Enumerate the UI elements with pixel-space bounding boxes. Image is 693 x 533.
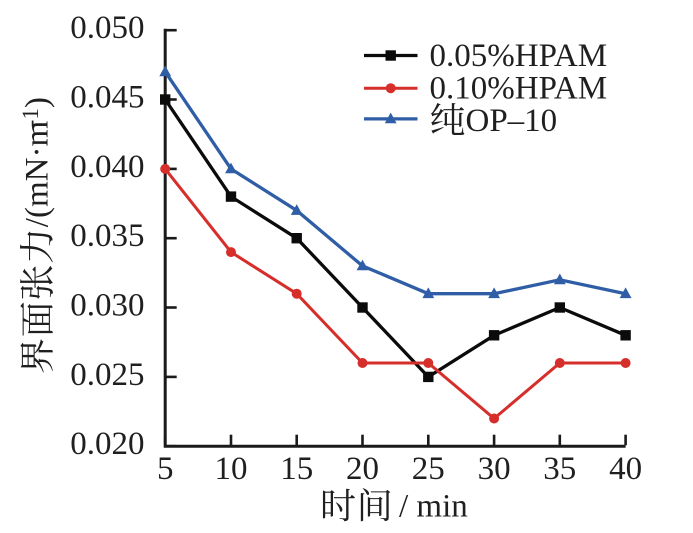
svg-text:0.020: 0.020: [70, 426, 144, 462]
svg-text:15: 15: [280, 451, 313, 487]
svg-text:-1: -1: [18, 108, 43, 127]
svg-text:40: 40: [609, 451, 642, 487]
svg-text:0.045: 0.045: [70, 80, 144, 116]
svg-text:OP–10: OP–10: [466, 103, 558, 139]
svg-text:0.030: 0.030: [70, 288, 144, 324]
svg-text:0.05%HPAM: 0.05%HPAM: [430, 38, 608, 74]
svg-text:/(mN·m: /(mN·m: [20, 121, 56, 228]
svg-text:0.050: 0.050: [70, 10, 144, 46]
svg-text:35: 35: [543, 451, 576, 487]
svg-text:10: 10: [215, 451, 248, 487]
svg-text:30: 30: [478, 451, 511, 487]
svg-text:/ min: / min: [399, 489, 468, 525]
svg-text:0.10%HPAM: 0.10%HPAM: [430, 71, 608, 107]
svg-text:0.025: 0.025: [70, 357, 144, 393]
svg-text:0.035: 0.035: [70, 218, 144, 254]
svg-text:0.040: 0.040: [70, 149, 144, 185]
svg-text:5: 5: [157, 451, 174, 487]
svg-text:25: 25: [412, 451, 445, 487]
svg-text:20: 20: [346, 451, 379, 487]
svg-text:): ): [20, 97, 56, 108]
